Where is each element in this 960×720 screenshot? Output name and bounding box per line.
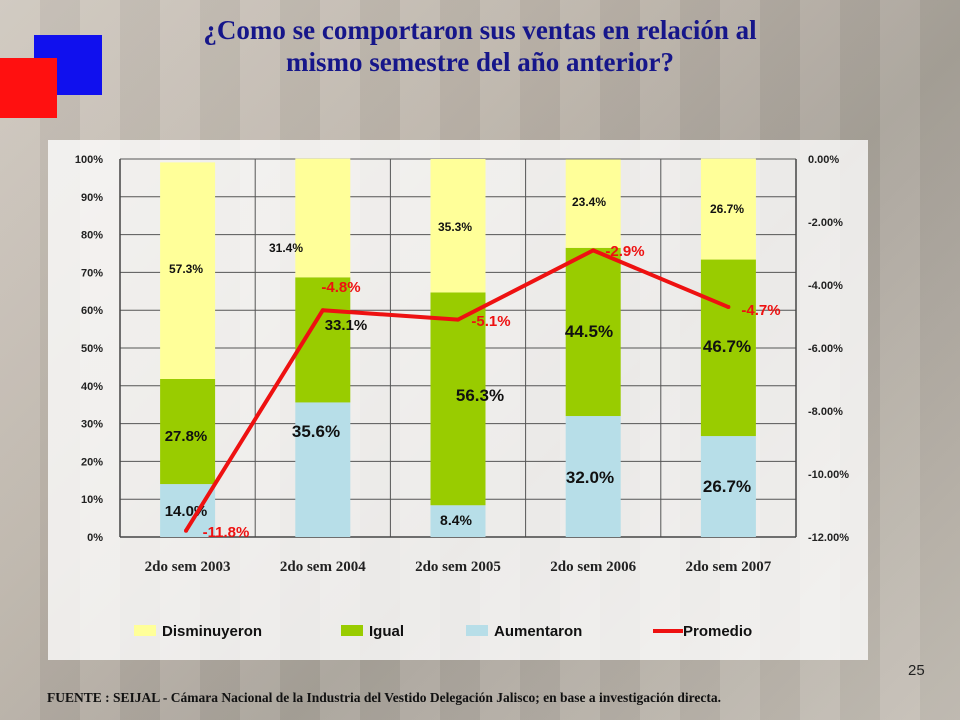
y-tick-label: 20% xyxy=(81,456,103,468)
y-tick-label: 10% xyxy=(81,494,103,506)
data-label-aumentaron: 35.6% xyxy=(292,422,340,441)
y-tick-label: 40% xyxy=(81,381,103,393)
y-tick-label: 80% xyxy=(81,230,103,242)
data-label-igual: 33.1% xyxy=(325,317,368,334)
bar-disminuyeron xyxy=(295,158,351,278)
data-label-disminuyeron: 31.4% xyxy=(269,241,303,255)
title-line-1: ¿Como se comportaron sus ventas en relac… xyxy=(203,15,757,45)
point-promedio xyxy=(591,248,596,253)
bar-igual xyxy=(430,292,486,506)
slide-number: 25 xyxy=(908,662,925,679)
bar-disminuyeron xyxy=(160,162,216,379)
source-note: FUENTE : SEIJAL - Cámara Nacional de la … xyxy=(47,690,722,705)
x-tick-label: 2do sem 2005 xyxy=(415,559,501,575)
x-tick-label: 2do sem 2007 xyxy=(685,559,771,575)
x-tick-label: 2do sem 2004 xyxy=(280,559,366,575)
bar-aumentaron xyxy=(565,416,621,537)
legend-swatch xyxy=(341,625,363,636)
legend-label: Disminuyeron xyxy=(162,623,262,640)
bar-aumentaron xyxy=(295,402,351,537)
y-tick-label: 70% xyxy=(81,267,103,279)
legend-label: Promedio xyxy=(683,623,752,640)
point-promedio xyxy=(320,308,325,313)
point-promedio xyxy=(726,305,731,310)
data-label-promedio: -4.8% xyxy=(321,279,360,296)
y2-tick-label: -12.00% xyxy=(808,532,849,544)
data-label-promedio: -11.8% xyxy=(203,524,250,541)
data-label-promedio: -5.1% xyxy=(471,313,510,330)
y-tick-label: 60% xyxy=(81,305,103,317)
data-label-disminuyeron: 35.3% xyxy=(438,220,472,234)
data-label-promedio: -2.9% xyxy=(605,243,644,260)
bar-disminuyeron xyxy=(430,159,486,293)
y-tick-label: 90% xyxy=(81,192,103,204)
y-tick-label: 0% xyxy=(87,532,103,544)
point-promedio xyxy=(456,317,460,322)
bar-disminuyeron xyxy=(565,159,621,248)
y2-tick-label: -10.00% xyxy=(808,469,849,481)
data-label-disminuyeron: 23.4% xyxy=(572,195,606,209)
data-label-igual: 27.8% xyxy=(165,428,208,445)
bar-aumentaron xyxy=(700,436,756,537)
y2-tick-label: -6.00% xyxy=(808,343,843,355)
y2-tick-label: -8.00% xyxy=(808,406,843,418)
legend-swatch xyxy=(466,625,488,636)
point-promedio xyxy=(184,528,188,533)
title-line-2: mismo semestre del año anterior? xyxy=(286,47,674,77)
bar-igual xyxy=(160,378,216,485)
data-label-aumentaron: 32.0% xyxy=(566,468,614,487)
data-label-igual: 46.7% xyxy=(703,337,751,356)
data-label-disminuyeron: 26.7% xyxy=(710,202,744,216)
y2-tick-label: 0.00% xyxy=(808,154,839,166)
y-tick-label: 50% xyxy=(81,343,103,355)
slide-title: ¿Como se comportaron sus ventas en relac… xyxy=(110,14,850,78)
data-label-disminuyeron: 57.3% xyxy=(169,262,203,276)
y2-tick-label: -4.00% xyxy=(808,280,843,292)
data-label-aumentaron: 26.7% xyxy=(703,477,751,496)
decor-red-square xyxy=(0,58,57,118)
legend-swatch xyxy=(134,625,156,636)
x-tick-label: 2do sem 2003 xyxy=(145,559,231,575)
y-tick-label: 30% xyxy=(81,419,103,431)
y-tick-label: 100% xyxy=(75,154,103,166)
legend-label: Igual xyxy=(369,623,404,640)
legend-label: Aumentaron xyxy=(494,623,582,640)
bar-disminuyeron xyxy=(700,158,756,260)
data-label-aumentaron: 8.4% xyxy=(440,512,472,528)
data-label-promedio: -4.7% xyxy=(741,302,780,319)
data-label-igual: 44.5% xyxy=(565,322,613,341)
bar-igual xyxy=(700,259,756,437)
x-tick-label: 2do sem 2006 xyxy=(550,559,636,575)
bar-igual xyxy=(565,247,621,417)
data-label-igual: 56.3% xyxy=(456,386,504,405)
bar-aumentaron xyxy=(430,505,486,537)
y2-tick-label: -2.00% xyxy=(808,217,843,229)
